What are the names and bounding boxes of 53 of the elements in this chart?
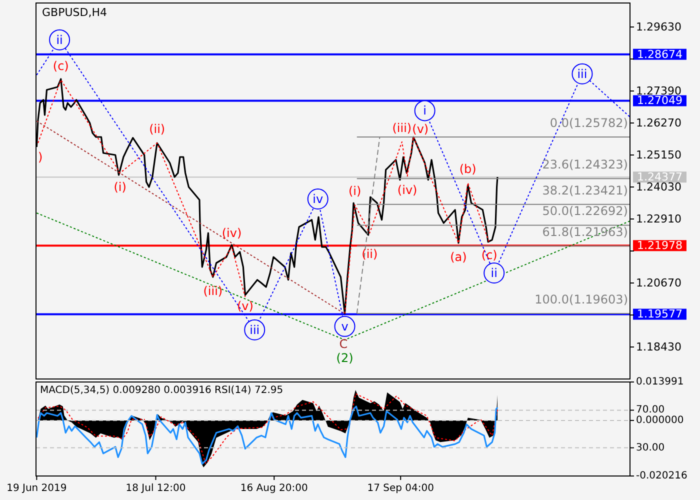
annotation: iii — [577, 66, 588, 81]
ref-line-label: 1.19577 — [637, 308, 682, 321]
y-tick-label: 1.18430 — [636, 340, 682, 354]
annotation: (v) — [236, 299, 254, 313]
y2-tick-label: 70.00 — [636, 404, 665, 416]
point — [334, 316, 356, 337]
y-tick-label: 1.29630 — [636, 20, 682, 34]
chart-title: GBPUSD,H4 — [42, 6, 107, 19]
annotation: C — [339, 337, 348, 351]
annotation: 50.0(1.22692) — [542, 204, 628, 218]
annotation: (iii) — [392, 120, 412, 135]
annotation: 38.2(1.23421) — [542, 183, 628, 198]
x-tick-label: 19 Jun 2019 — [6, 483, 67, 494]
annotation: (iv) — [222, 226, 242, 240]
annotation: (ii) — [149, 122, 166, 136]
annotation: (b) — [459, 162, 476, 176]
annotation: (2) — [336, 350, 354, 365]
annotation: (v) — [412, 122, 429, 136]
annotation: iii — [250, 322, 260, 337]
ref-line-label: 1.21978 — [637, 239, 682, 252]
y-tick-label: 0.000000 — [636, 414, 684, 426]
y2-tick-label: 30.00 — [636, 442, 665, 454]
annotation: (i) — [348, 184, 362, 198]
annotation: (iv) — [397, 183, 418, 198]
annotation: ii — [490, 266, 498, 280]
annotation: (ii) — [362, 247, 378, 261]
annotation: 23.6(1.24323) — [542, 158, 628, 172]
annotation: ii — [56, 32, 63, 47]
annotation: (c) — [481, 248, 498, 262]
annotation: (a) — [450, 250, 467, 264]
x-tick-label: 17 Sep 04:00 — [367, 483, 434, 494]
y-tick-label: 0.013991 — [636, 376, 684, 388]
annotation: 100.0(1.19603) — [534, 292, 628, 306]
annotation: (i) — [114, 180, 126, 194]
y-tick-label: -0.020216 — [636, 470, 688, 482]
annotation: i — [423, 104, 426, 118]
annotation: 0.0(1.25782) — [550, 116, 628, 130]
annotation: v — [341, 319, 348, 334]
x-tick-label: 18 Jul 12:00 — [126, 483, 186, 494]
annotation: (iii) — [203, 284, 223, 298]
chart-title: MACD(5,34,5) 0.009280 0.003916 RSI(14) 72.95 — [40, 385, 284, 396]
annotation: iv — [312, 192, 324, 206]
y-tick-label: 1.20670 — [636, 276, 682, 290]
annotation: ) — [38, 150, 43, 164]
x-tick-label: 16 Aug 20:00 — [240, 483, 308, 494]
ref-line-label: 1.28674 — [637, 48, 682, 61]
point — [414, 100, 436, 122]
ref-line-label: 1.27049 — [637, 94, 682, 108]
y-tick-label: 1.26270 — [636, 116, 682, 130]
line-series — [36, 406, 498, 465]
y-tick-label: 1.25150 — [636, 148, 682, 162]
y-tick-label: 1.22910 — [636, 212, 682, 226]
annotation: (c) — [52, 58, 69, 73]
